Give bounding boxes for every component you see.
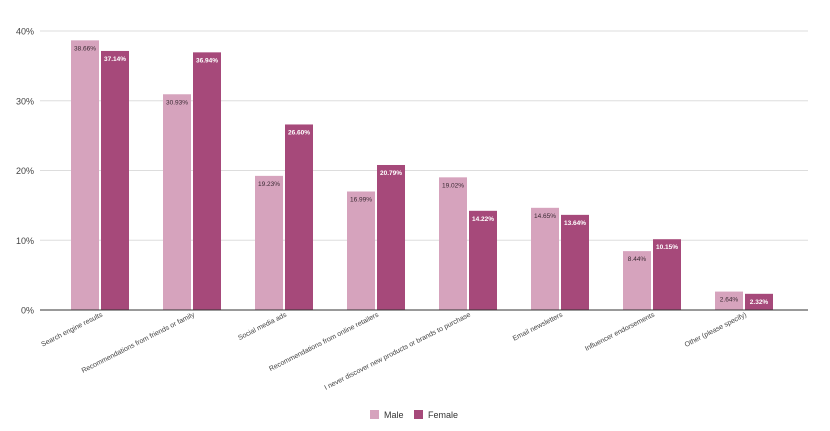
y-axis-ticks: 0% 10% 20% 30% 40%	[16, 27, 34, 316]
bar-male-4	[439, 177, 467, 310]
data-label: 14.22%	[472, 216, 494, 223]
x-tick-label: Recommendations from friends or family	[81, 311, 197, 375]
data-labels: 38.66% 37.14% 30.93% 36.94% 19.23% 26.60% 16.9…	[74, 45, 768, 305]
bar-female-3	[377, 164, 405, 310]
x-tick-label: I never discover new products or brands …	[323, 311, 472, 391]
x-tick-label: Search engine results	[40, 311, 104, 348]
legend: Male Female	[370, 410, 458, 420]
bar-female-2	[285, 124, 313, 310]
data-label: 16.99%	[350, 196, 372, 203]
data-label: 30.93%	[166, 99, 188, 106]
bar-female-6	[653, 239, 681, 310]
x-tick-label: Recommendations from online retailers	[268, 311, 380, 373]
bar-female-1	[193, 52, 221, 310]
data-label: 38.66%	[74, 45, 96, 52]
legend-swatch-male	[370, 410, 379, 419]
bar-female-0	[101, 50, 129, 311]
data-label: 26.60%	[288, 129, 310, 136]
data-label: 2.64%	[720, 297, 739, 304]
gridlines	[40, 30, 808, 241]
data-label: 2.32%	[750, 299, 769, 306]
bar-male-5	[531, 207, 559, 310]
data-label: 36.94%	[196, 57, 218, 64]
bar-male-2	[255, 175, 283, 310]
bar-female-7	[745, 293, 773, 310]
x-tick-label: Influencer endorsements	[584, 311, 656, 352]
data-label: 37.14%	[104, 56, 126, 63]
x-tick-label: Other (please specify)	[684, 312, 748, 349]
bar-male-1	[163, 94, 191, 311]
bar-male-7	[715, 291, 743, 310]
y-tick-label: 20%	[16, 166, 34, 176]
legend-label-male: Male	[384, 410, 404, 420]
bars	[71, 40, 773, 311]
bar-female-4	[469, 210, 497, 310]
data-label: 10.15%	[656, 244, 678, 251]
y-tick-label: 10%	[16, 236, 34, 246]
data-label: 13.64%	[564, 220, 586, 227]
y-tick-label: 0%	[21, 306, 34, 316]
legend-label-female: Female	[428, 410, 458, 420]
legend-swatch-female	[414, 410, 423, 419]
data-label: 20.79%	[380, 170, 402, 177]
x-tick-label: Email newsletters	[512, 311, 564, 342]
bar-female-5	[561, 214, 589, 310]
y-tick-label: 40%	[16, 27, 34, 37]
data-label: 8.44%	[628, 256, 647, 263]
data-label: 14.65%	[534, 213, 556, 220]
data-label: 19.23%	[258, 181, 280, 188]
x-tick-label: Social media ads	[237, 311, 288, 342]
y-tick-label: 30%	[16, 96, 34, 106]
bar-male-3	[347, 191, 375, 310]
bar-male-0	[71, 40, 99, 311]
data-label: 19.02%	[442, 182, 464, 189]
bar-male-6	[623, 251, 651, 310]
